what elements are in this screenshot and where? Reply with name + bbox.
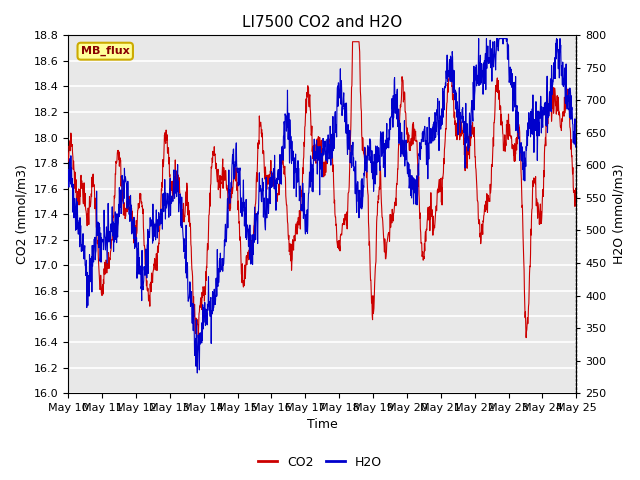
Y-axis label: CO2 (mmol/m3): CO2 (mmol/m3) xyxy=(15,164,28,264)
Y-axis label: H2O (mmol/m3): H2O (mmol/m3) xyxy=(612,164,625,264)
Text: MB_flux: MB_flux xyxy=(81,46,130,56)
Legend: CO2, H2O: CO2, H2O xyxy=(253,451,387,474)
X-axis label: Time: Time xyxy=(307,419,337,432)
Title: LI7500 CO2 and H2O: LI7500 CO2 and H2O xyxy=(242,15,403,30)
